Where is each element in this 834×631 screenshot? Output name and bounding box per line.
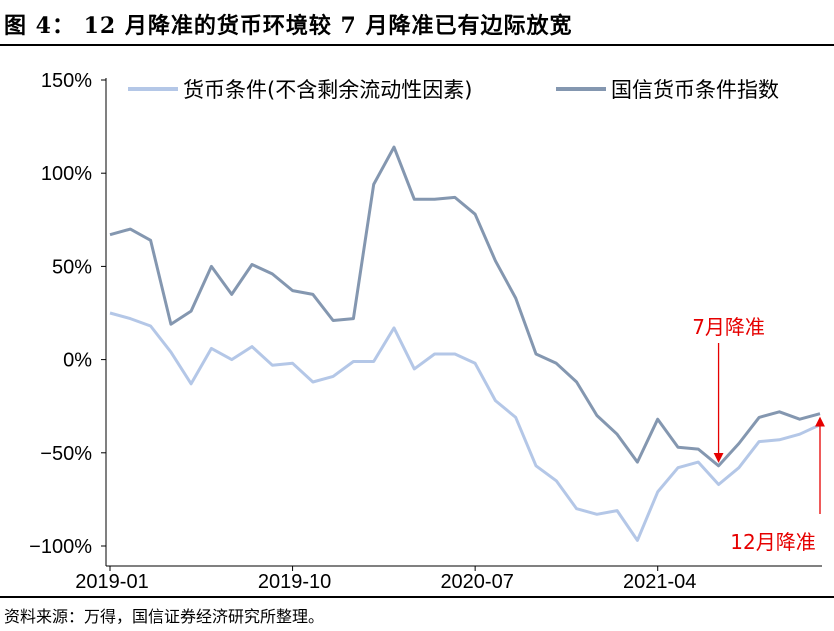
x-tick-label: 2021-04 — [623, 571, 696, 593]
footer-divider — [0, 596, 834, 598]
figure-title: 图 4： 12 月降准的货币环境较 7 月降准已有边际放宽 — [4, 13, 573, 39]
y-axis-ticks: 150% 100% 50% 0% −50% −100% — [29, 70, 106, 558]
series-lines — [109, 145, 821, 542]
y-tick-label: −100% — [29, 536, 92, 558]
x-tick-label: 2020-07 — [440, 571, 513, 593]
y-tick-label: 150% — [41, 70, 92, 92]
source-note: 资料来源：万得，国信证券经济研究所整理。 — [4, 607, 325, 626]
annotation-dec-cut: 12月降准 — [730, 530, 815, 554]
y-tick-label: 0% — [63, 350, 92, 372]
legend-label-2: 国信货币条件指数 — [611, 78, 779, 102]
y-tick-label: −50% — [40, 443, 92, 465]
legend-label-1: 货币条件(不含剩余流动性因素) — [183, 78, 472, 102]
y-tick-label: 100% — [41, 163, 92, 185]
series-line-1 — [109, 311, 821, 542]
x-tick-label: 2019-01 — [75, 571, 148, 593]
y-tick-label: 50% — [52, 256, 92, 278]
figure-title-bar: 图 4： 12 月降准的货币环境较 7 月降准已有边际放宽 — [0, 0, 834, 46]
annotations: 7月降准 12月降准 — [692, 315, 825, 554]
x-tick-label: 2019-10 — [258, 571, 331, 593]
annotation-july-cut: 7月降准 — [692, 315, 765, 339]
legend: 货币条件(不含剩余流动性因素) 国信货币条件指数 — [128, 78, 779, 102]
x-axis-ticks: 2019-01 2019-10 2020-07 2021-04 — [75, 566, 696, 593]
series-line-2 — [109, 145, 821, 468]
